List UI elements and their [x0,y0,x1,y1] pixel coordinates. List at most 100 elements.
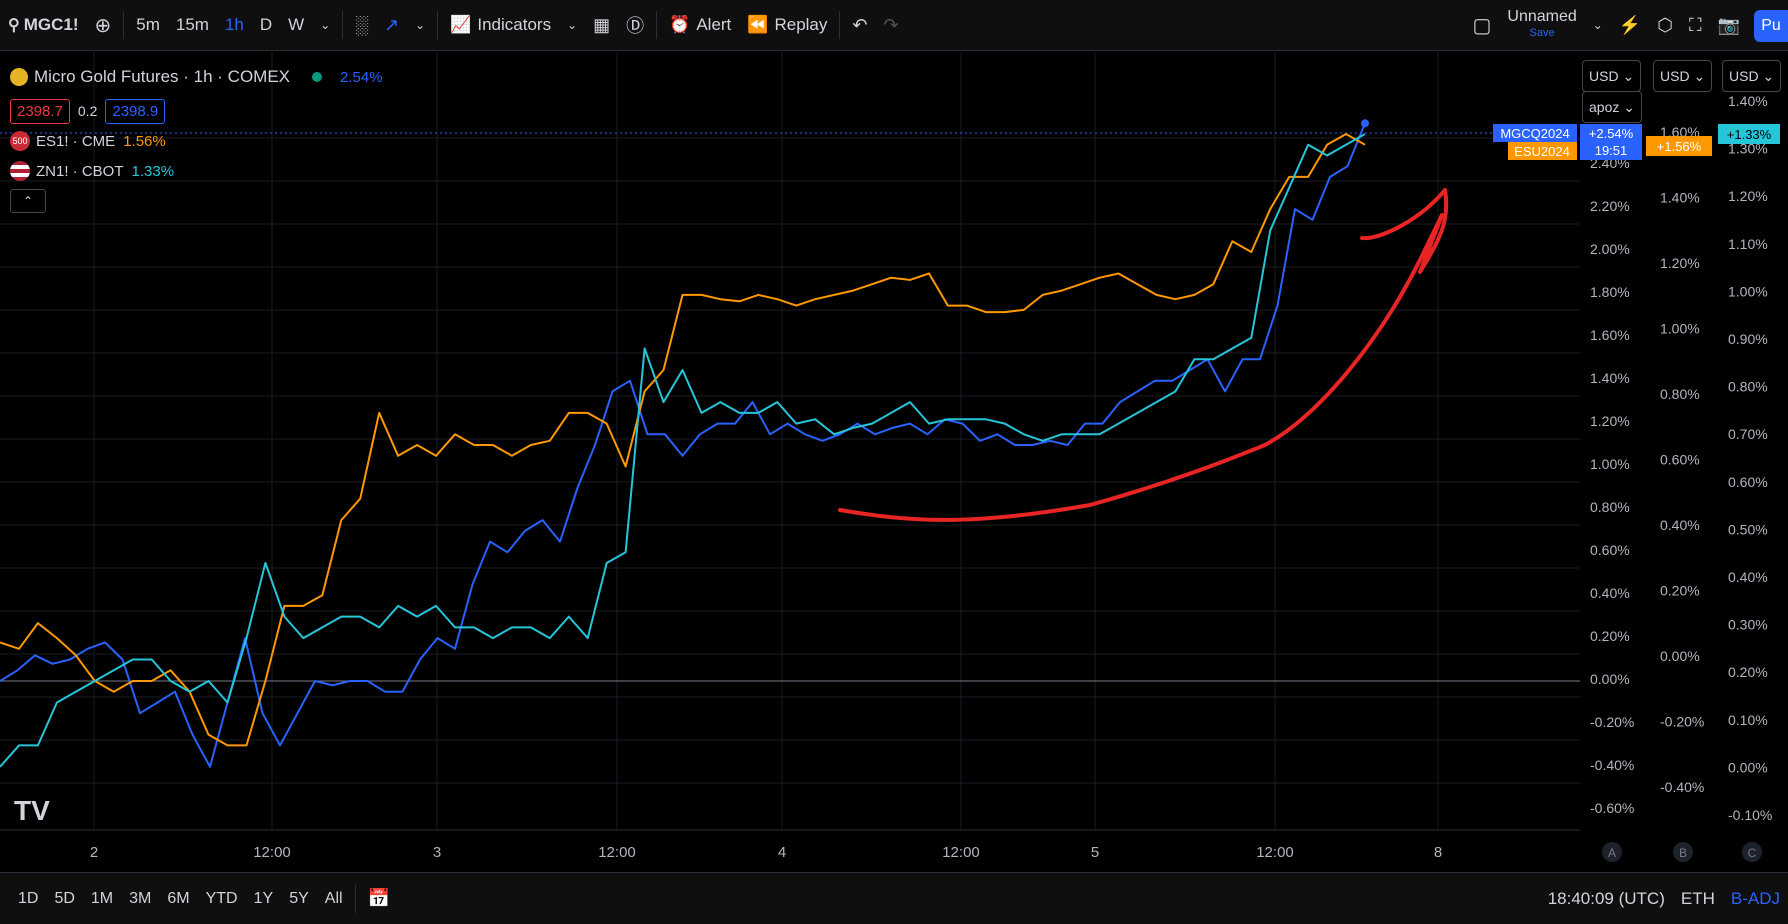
time-axis[interactable]: 2 12:00 3 12:00 4 12:00 5 12:00 8 [0,829,1580,861]
scale-a-tick: 1.80% [1590,284,1630,300]
scale-b-currency: USD [1660,68,1690,84]
main-series-legend[interactable]: Micro Gold Futures · 1h · COMEX 2.54% [10,62,383,92]
scale-b-tick: 1.20% [1660,255,1700,271]
publish-button[interactable]: Pu [1754,10,1788,42]
scale-b-tick: 0.00% [1660,648,1700,664]
price-scale-c[interactable]: 1.40% 1.30% 1.20% 1.10% 1.00% 0.90% 0.80% 0.70%… [1602,93,1772,862]
replay-button[interactable]: ⏪ Replay [739,0,835,50]
main-series-title: Micro Gold Futures · 1h · COMEX [34,67,291,86]
alert-button[interactable]: ⏰ Alert [661,0,739,50]
scale-c-tick: 1.10% [1728,236,1768,252]
replay-label: Replay [774,15,828,34]
scale-c-tick: 0.70% [1728,426,1768,442]
alarm-clock-icon: ⏰ [669,15,691,34]
divider [342,11,344,39]
line-chart-icon[interactable]: ↗ [384,14,400,35]
scale-c-tick: 0.20% [1728,664,1768,680]
scale-a-tick: 0.40% [1590,585,1630,601]
interval-d[interactable]: D [259,15,273,34]
hand-drawn-arrow [838,188,1449,522]
compare-legend-zn[interactable]: ZN1! · CBOT 1.33% [10,156,383,186]
symbol-search[interactable]: ⚲ MGC1! [0,0,87,50]
es-tag-value: +1.56% [1657,139,1702,154]
interval-1h[interactable]: 1h [224,15,244,34]
range-all[interactable]: All [324,889,343,907]
interval-15m[interactable]: 15m [175,15,209,34]
interval-5m[interactable]: 5m [136,15,160,34]
range-1m[interactable]: 1M [90,889,114,907]
scale-b-tick: 1.00% [1660,321,1700,337]
compare-legend-es[interactable]: 500 ES1! · CME 1.56% [10,126,383,156]
v-circle-icon[interactable]: Ⓓ [626,16,645,36]
divider [354,884,356,913]
session-eth[interactable]: ETH [1680,888,1715,908]
range-ytd[interactable]: YTD [205,889,238,907]
redo-icon[interactable]: ↷ [883,14,899,35]
scale-b-tick: -0.20% [1660,714,1704,730]
layout-square-icon[interactable]: ▢ [1472,14,1492,37]
scale-a-tick: 0.00% [1590,671,1630,687]
range-1y[interactable]: 1Y [253,889,274,907]
ask-price[interactable]: 2398.9 [105,98,166,124]
divider [839,11,841,39]
candles-icon[interactable]: ░ [355,14,369,35]
compare-add-button[interactable]: ⊕ [87,0,120,50]
spread-value: 0.2 [77,103,98,119]
scale-c-tick: 1.30% [1728,141,1768,157]
range-1d[interactable]: 1D [18,889,39,907]
adjustment-badj[interactable]: B-ADJ [1730,888,1780,908]
goto-date-calendar-icon[interactable]: 📅 [367,888,390,908]
utc-clock[interactable]: 18:40:09 (UTC) [1547,888,1665,908]
last-price-dot [1361,119,1369,128]
divider [656,11,658,39]
time-axis-label: 3 [433,844,441,861]
series-line-es1 [0,133,1366,747]
fullscreen-icon[interactable]: ⛶ [1688,14,1702,35]
layout-name-button[interactable]: Unnamed Save [1499,0,1584,50]
time-axis-label: 5 [1091,844,1099,861]
layout-chevron-icon[interactable]: ⌄ [1592,18,1603,32]
scale-c-tick: 1.40% [1728,93,1768,109]
scale-letter: A [1608,846,1616,860]
interval-dropdown-chevron-icon[interactable]: ⌄ [320,18,331,32]
scale-letter-badge[interactable] [1742,842,1762,862]
scale-a-mode-select[interactable]: apoz ⌄ [1582,91,1642,123]
indicators-chevron-icon[interactable]: ⌄ [567,18,578,32]
layout-save: Save [1529,27,1555,39]
time-axis-label: 8 [1434,844,1442,861]
chart-type-chevron-icon[interactable]: ⌄ [415,18,426,32]
layout-name: Unnamed [1507,8,1577,25]
indicators-label: Indicators [477,15,552,34]
interval-w[interactable]: W [288,15,305,34]
camera-icon[interactable]: 📷 [1717,14,1740,35]
gold-bars-icon [10,68,28,86]
range-3m[interactable]: 3M [129,889,152,907]
price-scale-a[interactable]: 2.40%2.20%2.00%1.80%1.60%1.40%1.20%1.00%… [1590,155,1634,816]
scale-c-tick: 0.00% [1728,759,1768,775]
market-open-dot-icon [312,72,323,82]
collapse-legend-button[interactable]: ⌃ [10,186,383,216]
scale-a-tick: 1.00% [1590,456,1630,472]
undo-icon[interactable]: ↶ [852,14,868,35]
indicators-button[interactable]: 📈 Indicators [442,0,559,50]
chart-canvas[interactable]: 2.40%2.20%2.00%1.80%1.60%1.40%1.20%1.00%… [0,52,1788,870]
range-5d[interactable]: 5D [54,889,75,907]
scale-letter-badge[interactable] [1673,842,1693,862]
bid-price[interactable]: 2398.7 [10,98,70,124]
quick-search-icon[interactable]: ⚡ [1618,14,1642,35]
time-axis-label: 12:00 [942,844,980,861]
scale-a-currency-select[interactable]: USD ⌄ [1582,60,1642,92]
mgc-tag-time: 19:51 [1595,143,1628,158]
settings-gear-icon[interactable]: ⬡ [1657,14,1673,35]
scale-c-tick: 0.50% [1728,521,1768,537]
es-tag-name: ESU2024 [1514,144,1570,159]
scale-b-currency-select[interactable]: USD ⌄ [1653,60,1713,92]
price-scale-b[interactable]: 1.60%1.40%1.20%1.00%0.80%0.60%0.40%0.20%… [1660,124,1704,795]
compare-name-zn: ZN1! · CBOT [36,162,124,180]
range-6m[interactable]: 6M [167,889,190,907]
range-5y[interactable]: 5Y [289,889,309,907]
scale-c-currency-select[interactable]: USD ⌄ [1722,60,1782,92]
scale-letter-badge[interactable] [1602,842,1622,862]
scale-a-tick: 2.00% [1590,241,1630,257]
templates-icon[interactable]: ▦ [593,14,611,35]
